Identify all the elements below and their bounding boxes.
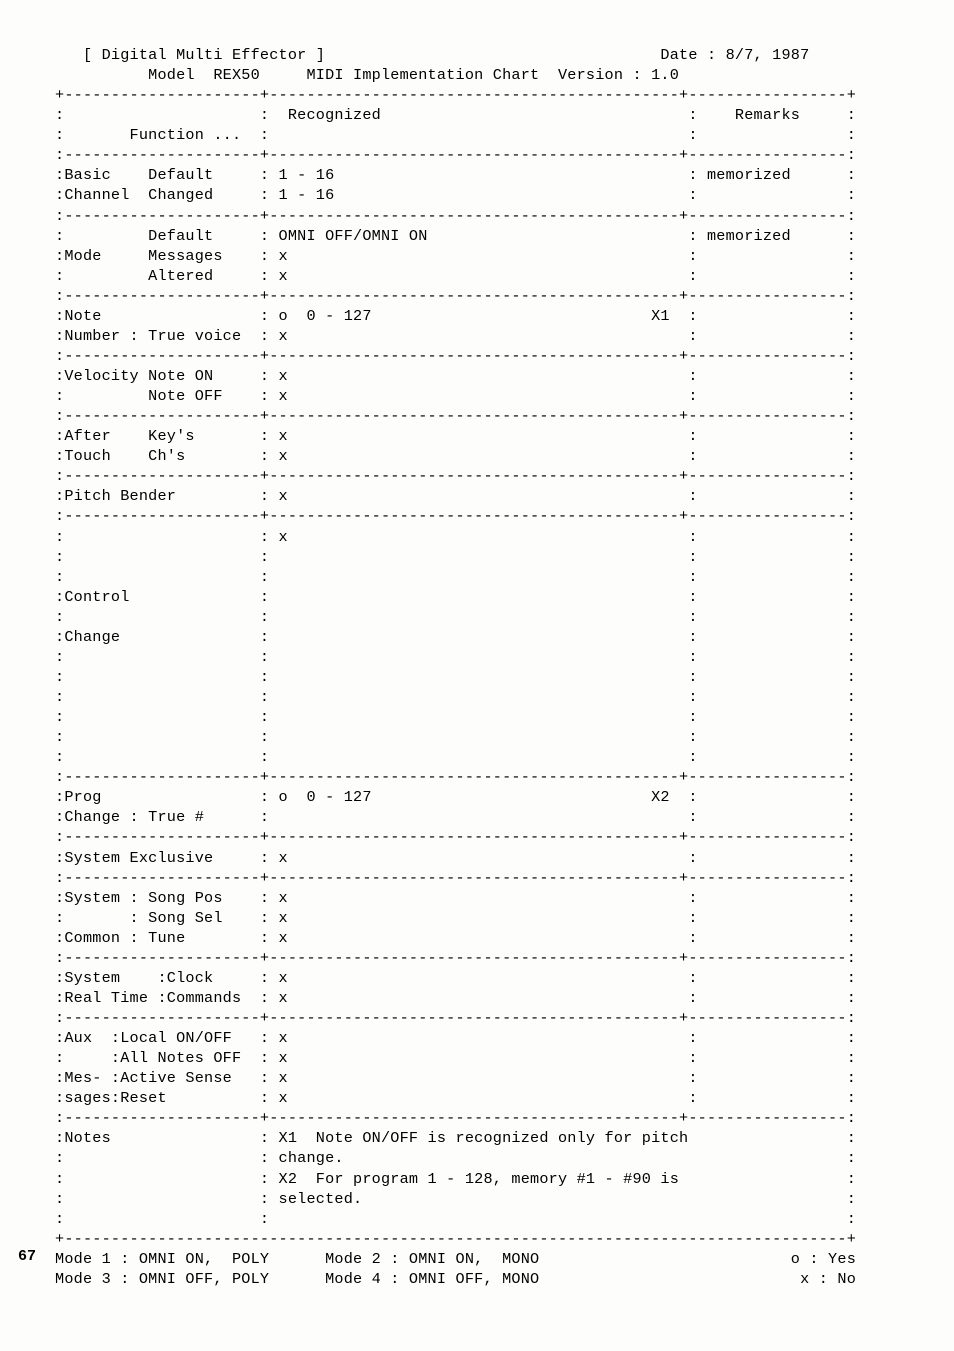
midi-chart: [ Digital Multi Effector ] Date : 8/7, 1… — [55, 45, 914, 1289]
page: 67 [ Digital Multi Effector ] Date : 8/7… — [0, 0, 954, 1351]
page-number: 67 — [18, 1247, 36, 1267]
